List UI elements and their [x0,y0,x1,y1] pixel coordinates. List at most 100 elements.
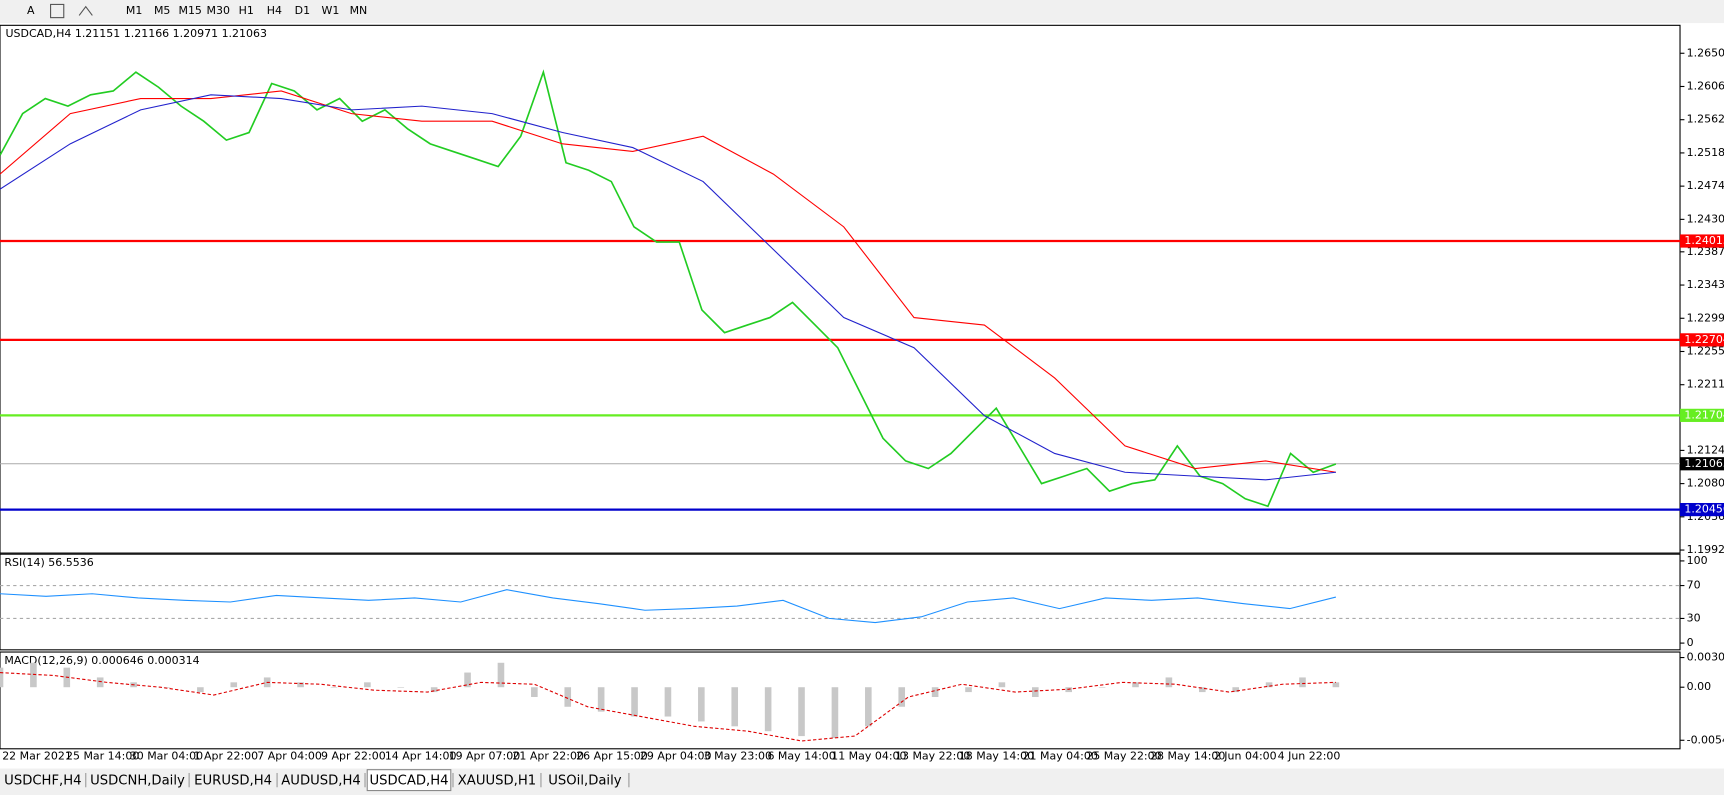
y-tick-label: 1.21240 [1687,443,1724,456]
macd-bar [163,687,171,688]
macd-bar [430,687,438,693]
tab[interactable] [87,769,187,791]
y-tick-label: 1.22990 [1687,311,1724,324]
tab-label[interactable]: USDCNH,Daily [90,774,185,789]
rsi-panel [0,553,1681,651]
x-tick-label: 7 Apr 04:00 [257,749,322,762]
level-label: 1.21063 [1684,457,1724,470]
y-tick-label: 0.00 [1687,680,1711,693]
x-tick-label: 22 Mar 2021 [2,749,72,762]
macd-bar [831,687,839,739]
x-tick-label: 21 May 04:00 [1023,749,1098,762]
y-tick-label: 1.22550 [1687,344,1724,357]
macd-panel [0,651,1681,750]
price-line [0,69,1337,508]
tab-label[interactable]: USOil,Daily [548,774,621,789]
tab[interactable] [279,769,363,791]
x-tick-label: 18 May 14:00 [959,749,1034,762]
tab[interactable] [191,769,275,791]
timeframe-button[interactable]: W1 [321,4,339,17]
tab[interactable] [2,769,84,791]
y-tick-label: 1.26060 [1687,79,1724,92]
x-tick-label: 14 Apr 14:00 [385,749,457,762]
label-tool[interactable] [50,3,65,19]
x-tick-label: 29 Apr 04:00 [640,749,712,762]
macd-signal [0,672,1336,742]
x-tick-label: 3 May 23:00 [704,749,772,762]
macd-bar [798,687,805,737]
price-panel [0,24,1681,554]
tab[interactable] [366,769,452,792]
timeframe-button[interactable]: M5 [154,4,170,17]
timeframe-button[interactable]: H1 [239,4,254,17]
tab-label[interactable]: USDCAD,H4 [369,774,448,789]
macd-bar [965,687,972,693]
level-label: 1.24013 [1684,234,1724,247]
timeframe-button[interactable]: M30 [207,4,230,17]
macd-bar [230,682,238,688]
macd-bar [464,672,471,688]
level-tag [1680,234,1724,248]
macd-bar [96,677,104,688]
timeframe-button[interactable]: M15 [178,4,201,17]
macd-bar [731,687,739,727]
macd-bar [931,687,939,697]
macd-bar [631,687,638,717]
macd-bar [1032,687,1039,697]
macd-bar [1265,682,1273,688]
macd-bar [698,687,705,722]
macd-bar [898,687,906,707]
rsi-label: RSI(14) 56.5536 [4,556,93,569]
macd-bar [330,687,338,688]
macd-bar [764,687,772,732]
timeframe-button[interactable]: H4 [267,4,282,17]
text-tool[interactable]: A [27,4,35,17]
x-tick-label: 13 May 22:00 [895,749,970,762]
macd-bar [1098,687,1106,688]
macd-bar [397,687,405,688]
macd-bar [197,687,204,693]
y-tick-label: 100 [1687,554,1708,567]
tab-label[interactable]: XAUUSD,H1 [458,774,536,789]
macd-bar [0,667,4,688]
level-label: 1.20456 [1684,503,1724,516]
tab[interactable] [543,769,627,791]
macd-bar [1299,677,1306,688]
x-tick-label: 21 Apr 22:00 [512,749,584,762]
tab-label[interactable]: USDCHF,H4 [4,774,81,789]
x-tick-label: 28 May 14:00 [1150,749,1225,762]
x-tick-label: 4 Jun 22:00 [1278,749,1341,762]
arrow-tool[interactable] [78,5,93,16]
y-tick-label: 1.25620 [1687,113,1724,126]
level-label: 1.21704 [1684,408,1724,421]
x-tick-label: 19 Apr 07:00 [449,749,521,762]
y-tick-label: 0 [1687,636,1694,649]
y-tick-label: 30 [1687,611,1701,624]
macd-bar [597,687,605,712]
macd-bar [297,682,304,688]
macd-bar [664,687,672,717]
x-tick-label: 25 Mar 14:00 [66,749,139,762]
timeframe-button[interactable]: MN [350,4,368,17]
tab[interactable] [455,769,539,791]
timeframe-button[interactable]: M1 [126,4,142,17]
y-tick-label: 70 [1687,579,1701,592]
x-tick-label: 2 Jun 04:00 [1214,749,1277,762]
tab-label[interactable]: AUDUSD,H4 [281,774,361,789]
y-tick-label: 1.24300 [1687,212,1724,225]
macd-label: MACD(12,26,9) 0.000646 0.000314 [4,654,199,667]
macd-bar [497,662,505,688]
macd-bar [531,687,538,697]
x-tick-label: 9 Apr 22:00 [321,749,386,762]
macd-bar [865,687,872,727]
macd-bar [998,682,1006,688]
macd-bar [30,662,37,688]
chart-header: USDCAD,H4 1.21151 1.21166 1.20971 1.2106… [5,27,267,40]
moving-average-fast [0,90,1336,473]
timeframe-button[interactable]: D1 [295,4,310,17]
y-tick-label: 1.24740 [1687,179,1724,192]
tab-label[interactable]: EURUSD,H4 [194,774,272,789]
y-tick-label: 1.25180 [1687,146,1724,159]
